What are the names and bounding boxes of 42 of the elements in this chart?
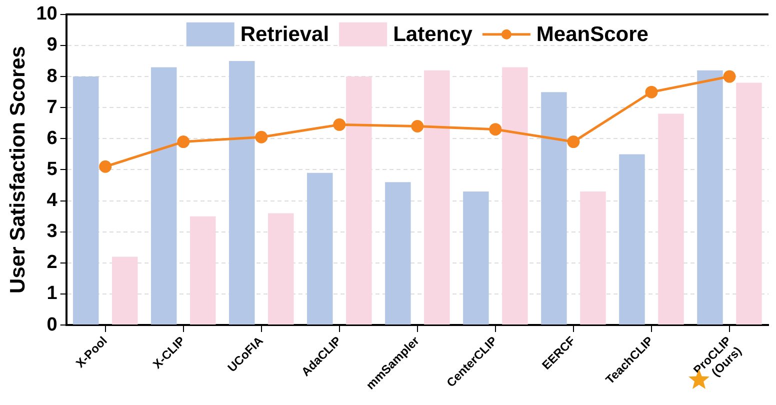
bar <box>658 114 684 325</box>
legend-label: MeanScore <box>536 23 648 46</box>
bar <box>619 154 645 325</box>
y-tick-label: 1 <box>46 283 58 304</box>
y-tick-label: 6 <box>46 128 58 149</box>
bar <box>72 76 99 325</box>
y-tick-label: 9 <box>46 34 58 56</box>
bar <box>463 191 489 325</box>
y-tick-label: 2 <box>46 252 58 274</box>
y-tick-label: 5 <box>46 158 58 180</box>
point <box>99 160 112 173</box>
legend-label: Latency <box>393 23 473 46</box>
y-tick-label: 3 <box>46 221 58 242</box>
y-tick-label: 0 <box>46 314 58 336</box>
point <box>723 70 736 83</box>
bar <box>307 172 333 325</box>
legend-label: Retrieval <box>240 23 330 46</box>
bar <box>736 82 762 325</box>
y-tick-label: 7 <box>46 96 58 118</box>
bar <box>112 256 138 325</box>
bar <box>502 67 528 325</box>
bar <box>268 213 294 325</box>
point <box>645 86 658 98</box>
point <box>255 130 268 144</box>
point <box>489 123 502 136</box>
bar <box>580 191 606 325</box>
y-tick-label: 8 <box>46 66 58 87</box>
bar <box>385 182 411 325</box>
y-axis-title: User Satisfaction Scores <box>6 46 30 294</box>
point <box>567 136 580 148</box>
bar <box>541 92 567 325</box>
bar <box>424 70 450 325</box>
bar <box>150 67 177 325</box>
y-tick-label: 4 <box>46 190 58 212</box>
bar <box>229 61 255 325</box>
bar <box>697 70 723 325</box>
point <box>177 136 190 148</box>
point <box>333 118 346 131</box>
bar <box>346 76 372 325</box>
point <box>411 120 424 132</box>
y-tick-label: 10 <box>36 4 58 25</box>
bar <box>190 216 216 325</box>
